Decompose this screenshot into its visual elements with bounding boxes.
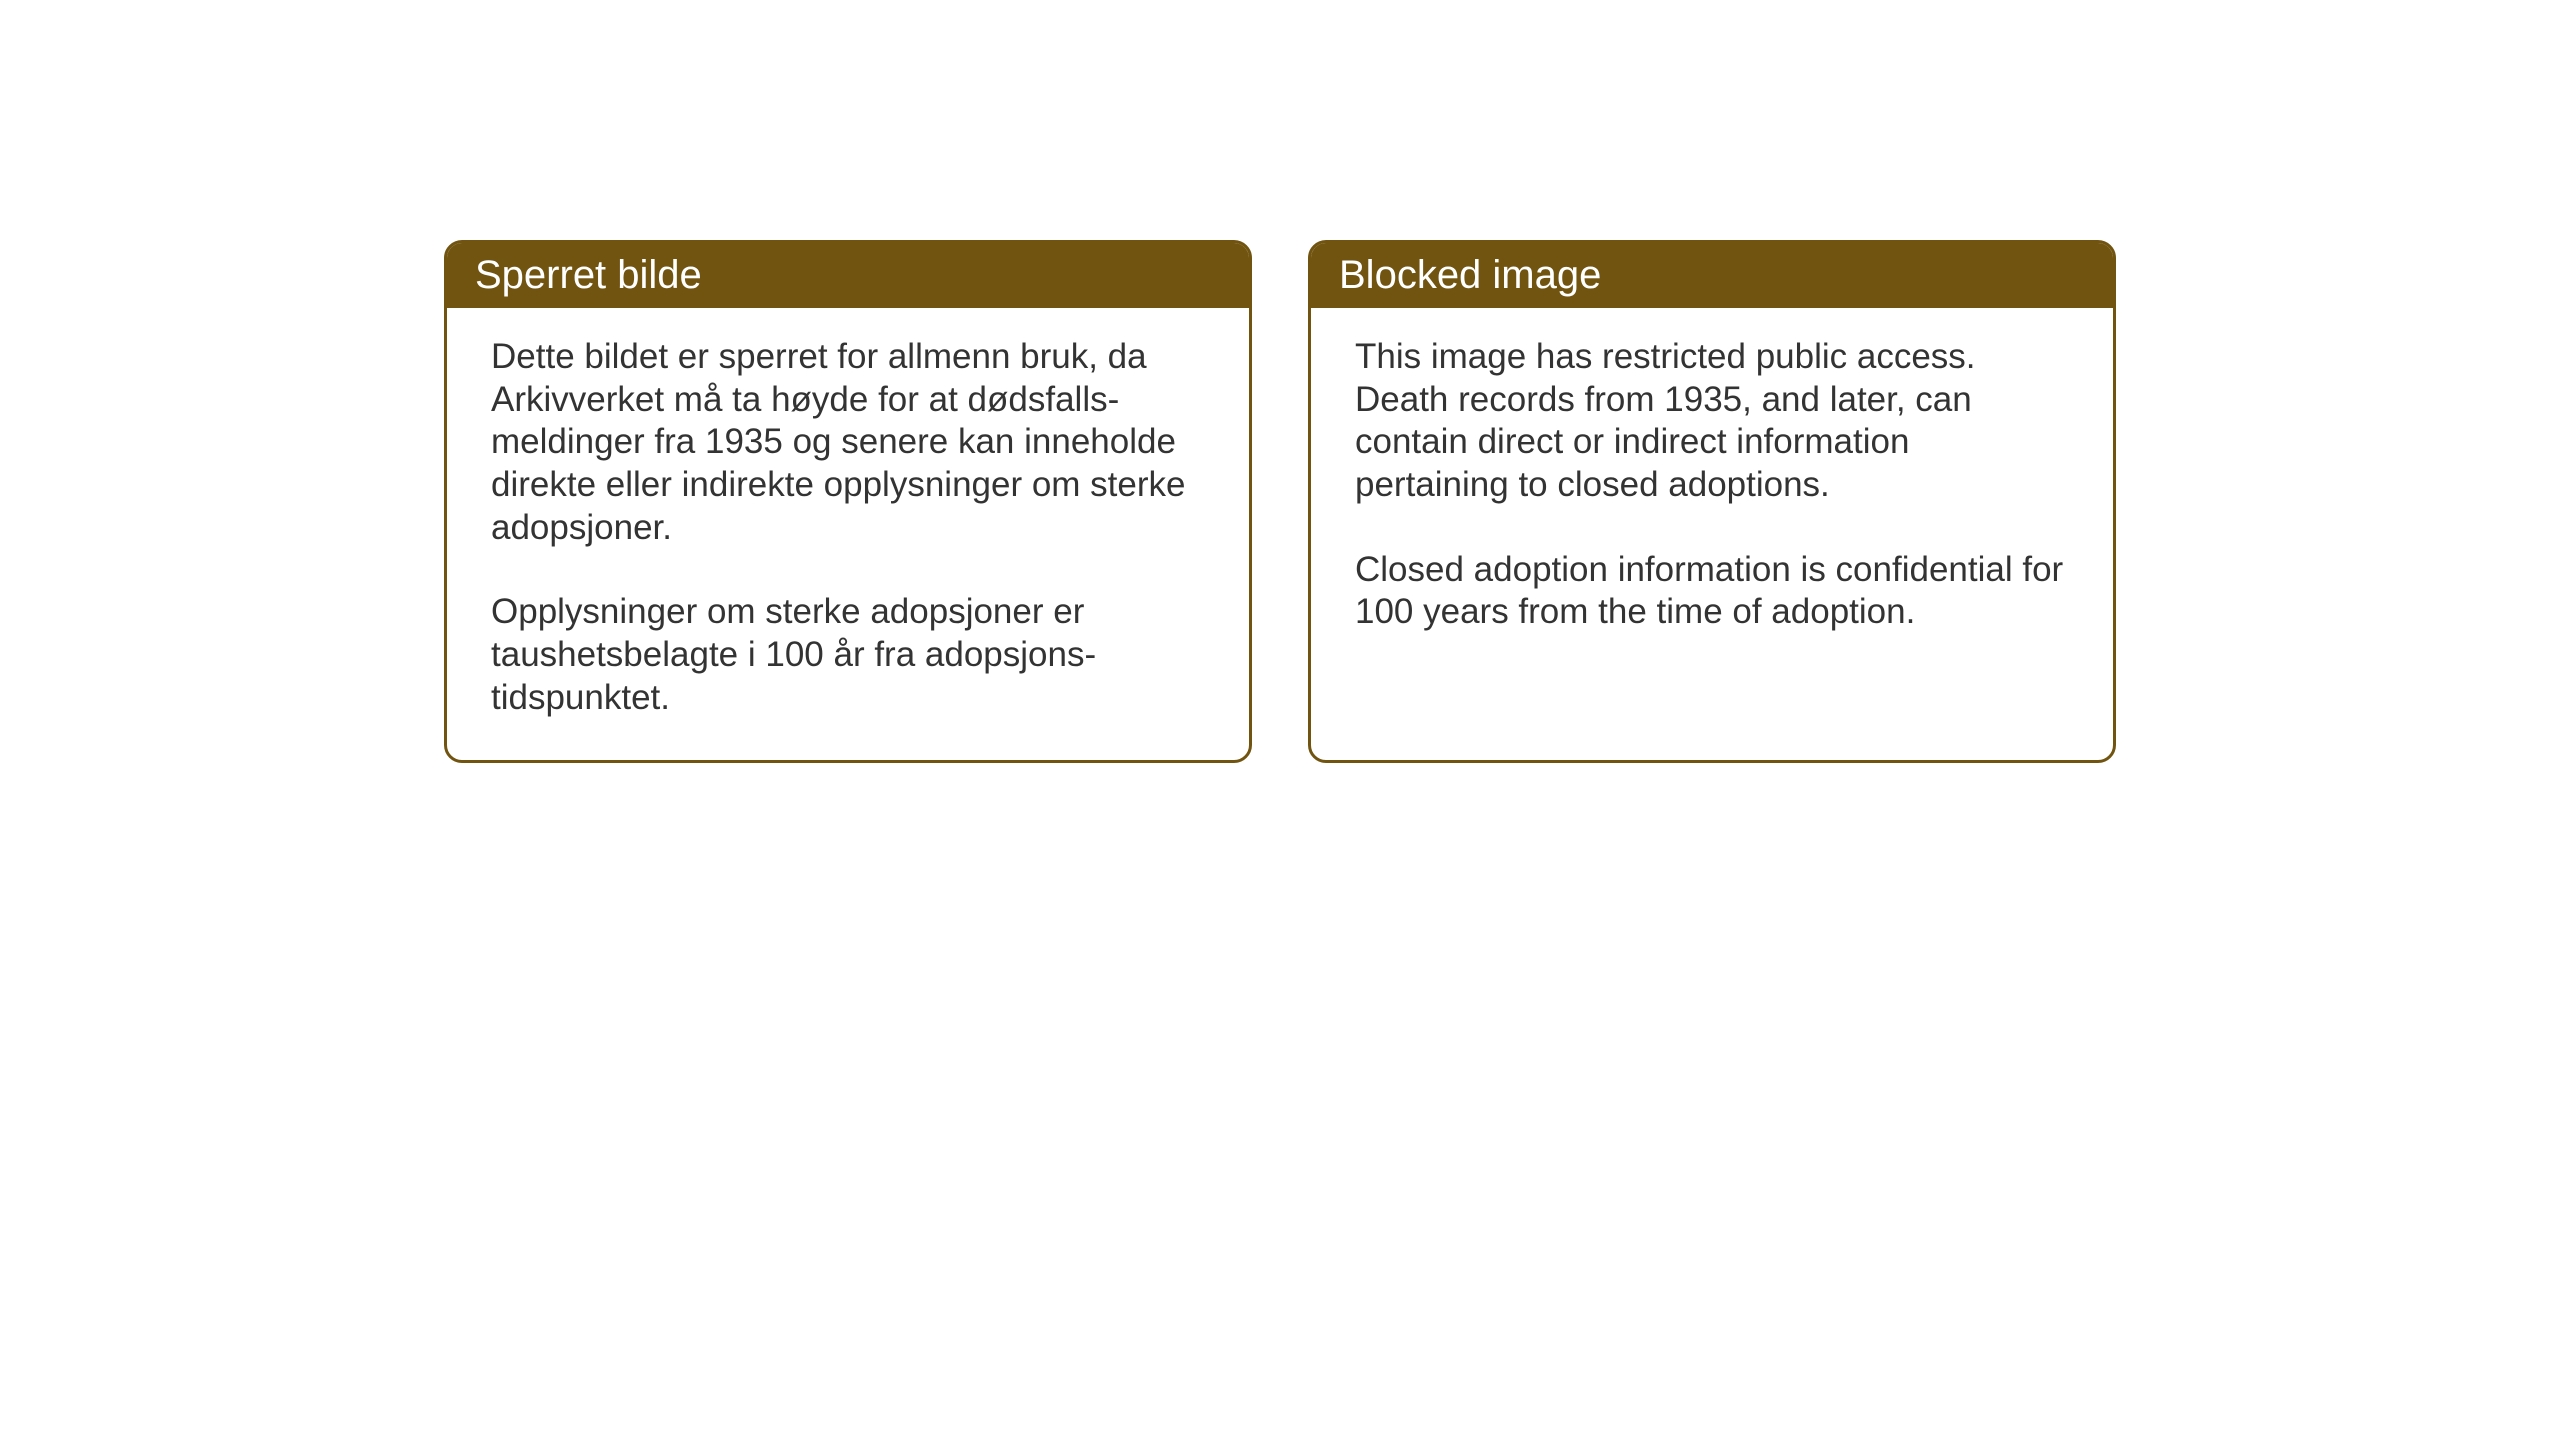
card-english-paragraph-1: This image has restricted public access.… (1355, 336, 2069, 507)
card-norwegian-header: Sperret bilde (447, 243, 1249, 308)
card-english-title: Blocked image (1339, 253, 1601, 297)
cards-container: Sperret bilde Dette bildet er sperret fo… (444, 240, 2116, 763)
card-english-header: Blocked image (1311, 243, 2113, 308)
card-norwegian: Sperret bilde Dette bildet er sperret fo… (444, 240, 1252, 763)
card-norwegian-title: Sperret bilde (475, 253, 702, 297)
card-english: Blocked image This image has restricted … (1308, 240, 2116, 763)
card-english-paragraph-2: Closed adoption information is confident… (1355, 549, 2069, 634)
card-norwegian-body: Dette bildet er sperret for allmenn bruk… (447, 308, 1249, 760)
card-norwegian-paragraph-1: Dette bildet er sperret for allmenn bruk… (491, 336, 1205, 549)
card-norwegian-paragraph-2: Opplysninger om sterke adopsjoner er tau… (491, 591, 1205, 719)
card-english-body: This image has restricted public access.… (1311, 308, 2113, 674)
